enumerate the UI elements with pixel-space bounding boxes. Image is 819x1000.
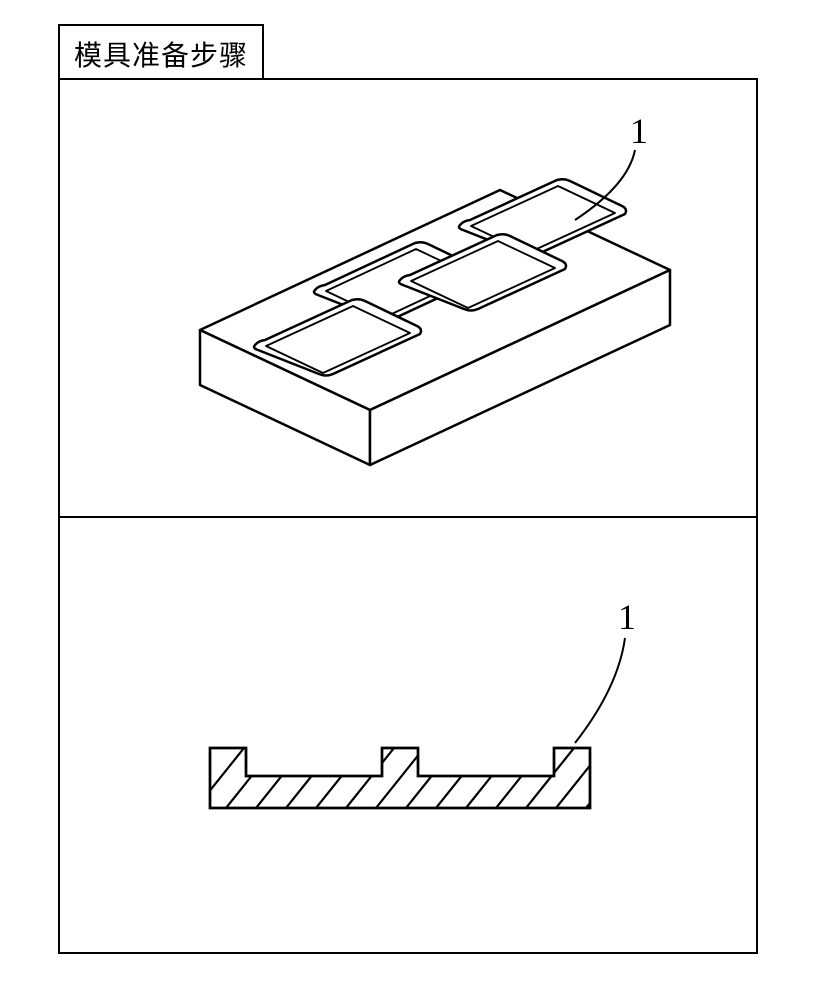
ref-label-1-bottom-text: 1 [618, 597, 636, 637]
panel-top: 1 [58, 78, 758, 518]
panel-bottom: 1 [58, 516, 758, 954]
iso-mold-drawing [60, 80, 760, 520]
ref-label-1-top: 1 [630, 110, 648, 152]
ref-label-1-top-text: 1 [630, 111, 648, 151]
cross-section-drawing [60, 518, 760, 956]
title-box: 模具准备步骤 [58, 24, 264, 84]
ref-label-1-bottom: 1 [618, 596, 636, 638]
title-text: 模具准备步骤 [74, 41, 248, 72]
